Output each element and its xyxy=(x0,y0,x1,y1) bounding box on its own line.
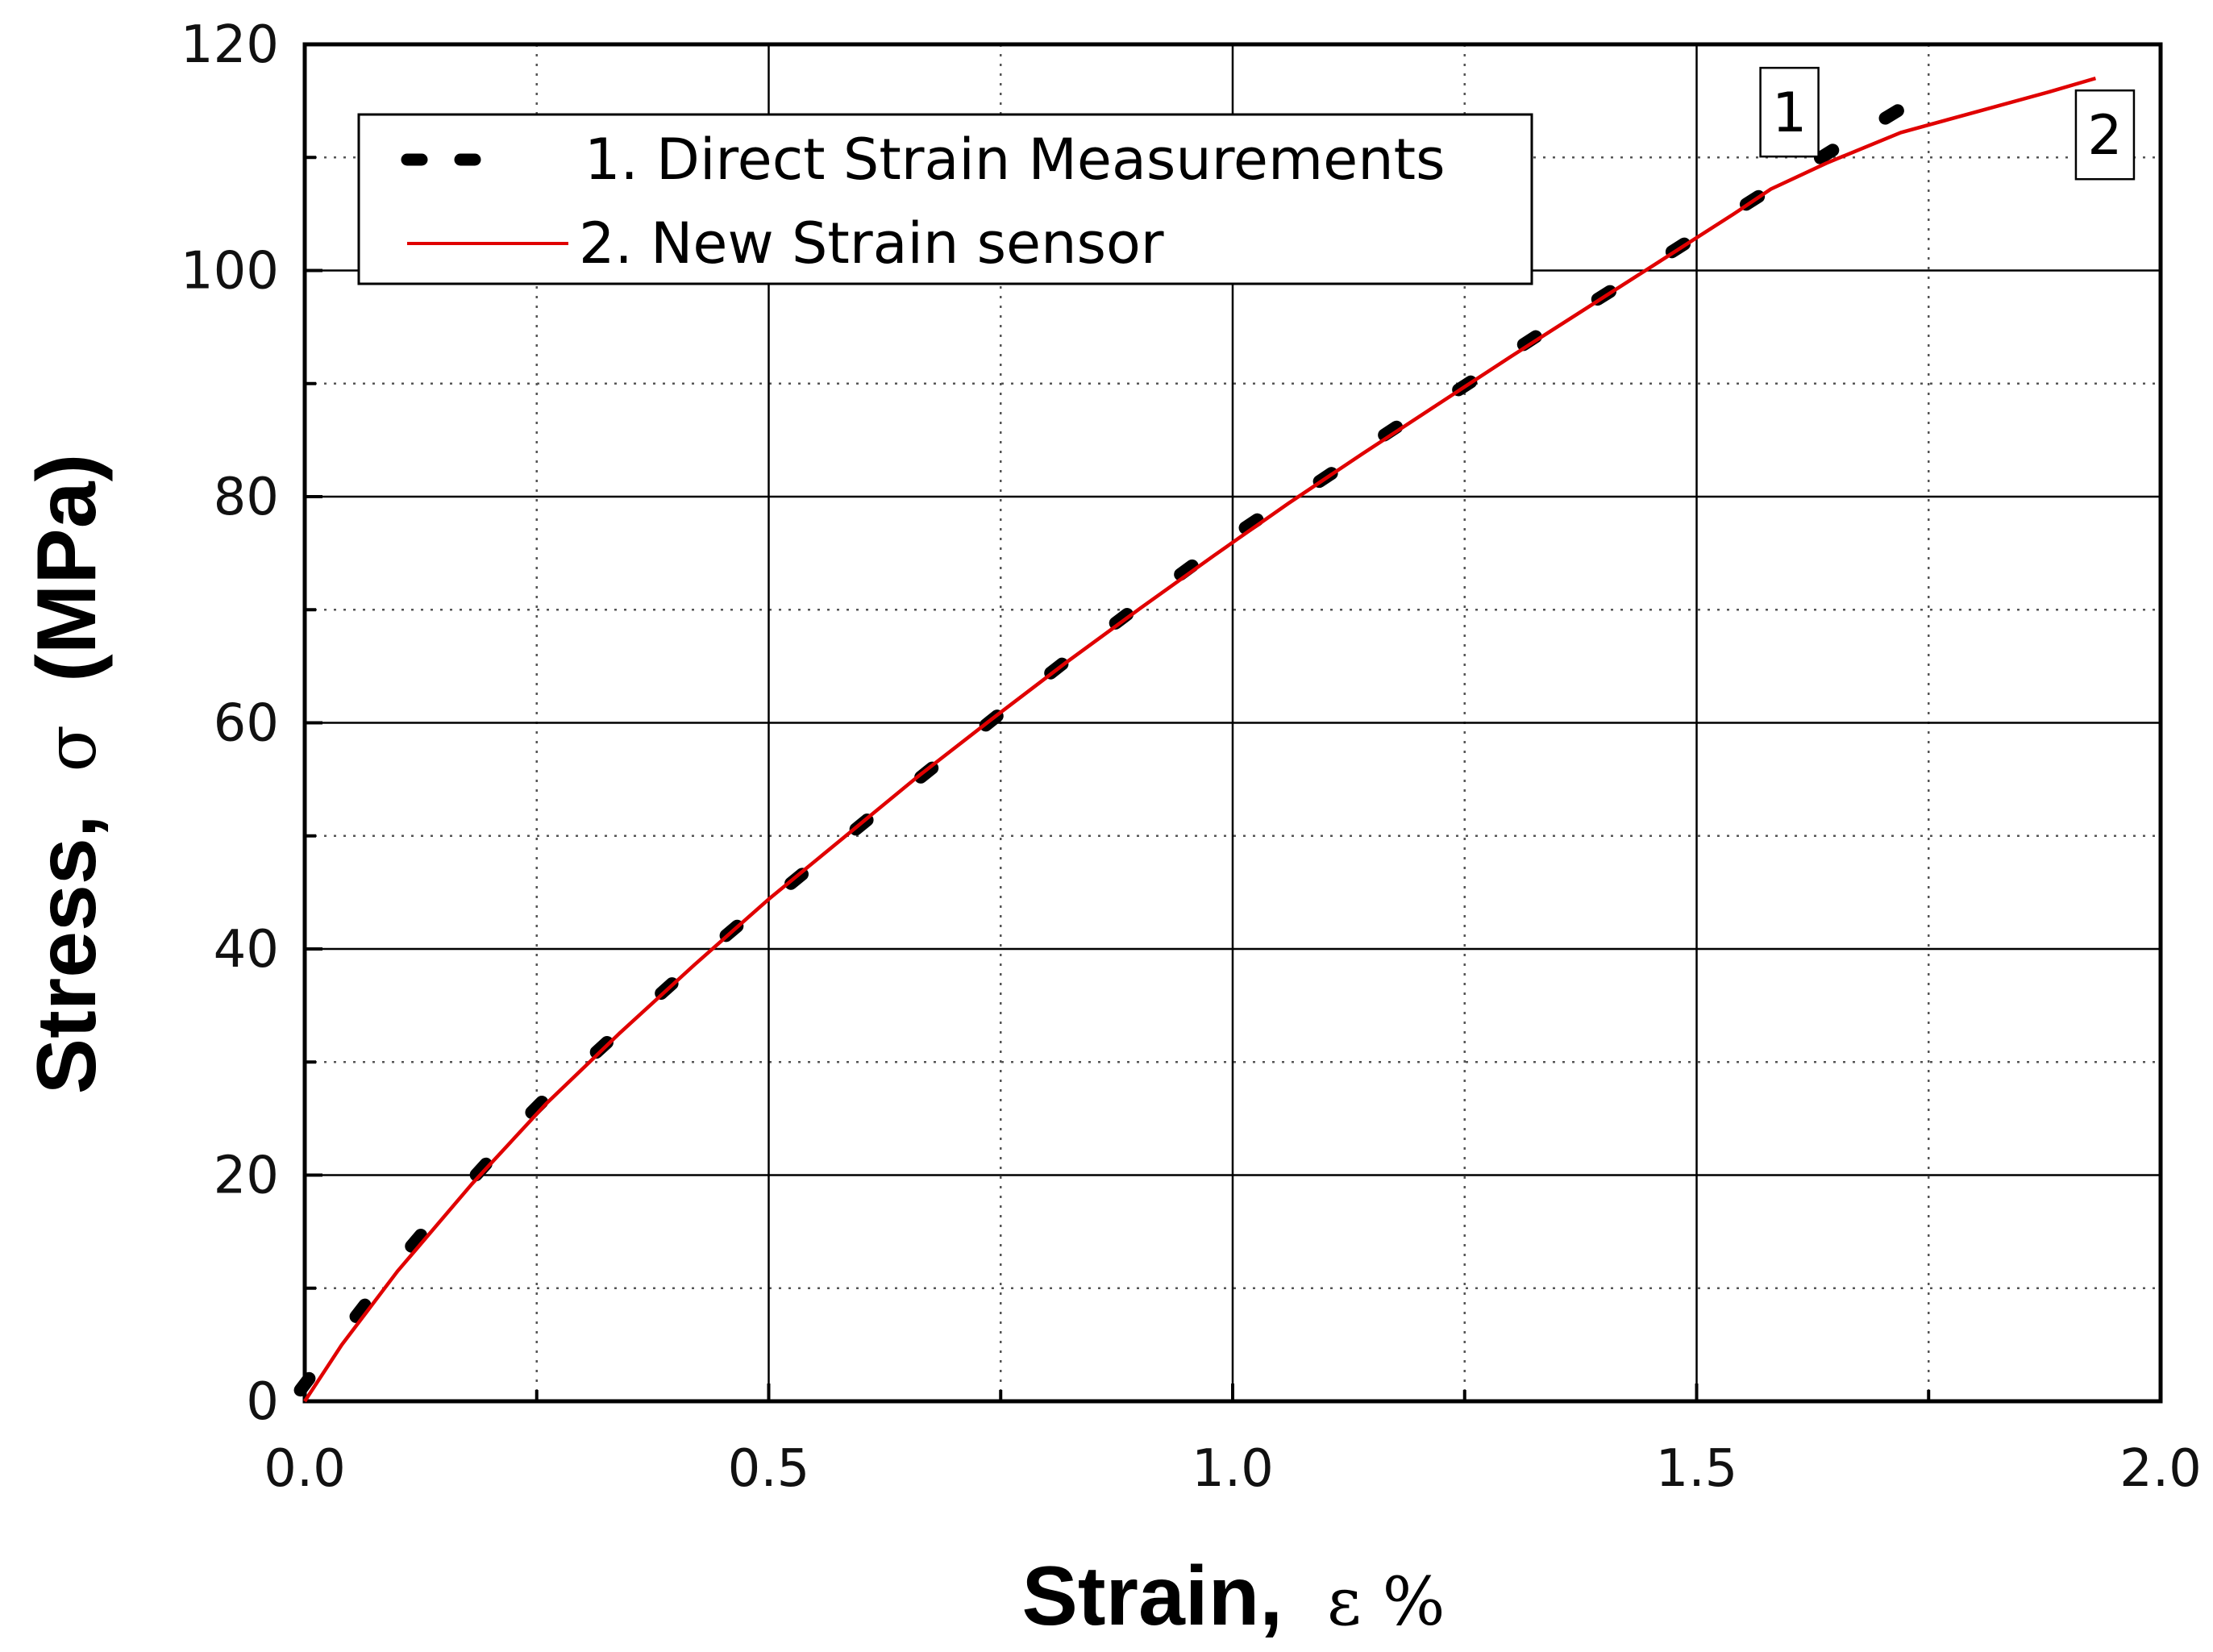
data-point-direct-strain xyxy=(1238,513,1264,535)
data-point-direct-strain xyxy=(914,761,939,784)
series-new-strain-sensor-line xyxy=(303,76,2097,1403)
annotation-box xyxy=(1759,66,1820,158)
x-tick-label: 2.0 xyxy=(2119,1439,2202,1499)
data-point-direct-strain xyxy=(525,1095,549,1119)
x-tick-label: 1.0 xyxy=(1192,1439,1274,1499)
data-point-direct-strain xyxy=(1378,420,1404,442)
x-axis-title-symbol: ε % xyxy=(1327,1564,1445,1641)
y-tick-label: 40 xyxy=(214,920,279,980)
x-axis-title: Strain, ε % xyxy=(1021,1550,1445,1643)
y-tick-label: 20 xyxy=(214,1146,279,1206)
data-point-direct-strain xyxy=(405,1228,427,1253)
y-axis-tick-labels: 0 20 40 60 80 100 120 xyxy=(181,15,279,1432)
data-point-direct-strain xyxy=(1813,144,1840,164)
y-axis-title: Stress, σ (MPa) xyxy=(20,454,114,1095)
y-axis-title-main: Stress, xyxy=(20,814,114,1094)
data-point-direct-strain xyxy=(1516,330,1542,352)
y-axis-title-symbol: σ xyxy=(31,725,112,772)
y-tick-label: 120 xyxy=(181,15,279,75)
x-axis-tick-labels: 0.0 0.5 1.0 1.5 2.0 xyxy=(264,1439,2202,1499)
x-axis-title-main: Strain, xyxy=(1021,1550,1283,1643)
legend-box xyxy=(357,113,1533,285)
y-tick-label: 0 xyxy=(246,1372,279,1432)
x-tick-label: 1.5 xyxy=(1656,1439,1738,1499)
legend-label-series-2: 2. New Strain sensor xyxy=(579,210,1164,277)
data-point-direct-strain xyxy=(1878,104,1904,125)
data-series xyxy=(293,76,2097,1403)
data-point-direct-strain xyxy=(589,1035,614,1059)
legend-label-series-1: 1. Direct Strain Measurements xyxy=(584,127,1446,193)
x-tick-label: 0.0 xyxy=(264,1439,346,1499)
legend: 1. Direct Strain Measurements 2. New Str… xyxy=(357,113,1533,285)
y-tick-label: 60 xyxy=(214,694,279,754)
data-point-direct-strain xyxy=(293,1371,316,1397)
data-point-direct-strain xyxy=(469,1157,493,1182)
annotation-label-1: 1 xyxy=(1759,66,1820,158)
annotation-label-2: 2 xyxy=(2074,89,2136,181)
annotation-box xyxy=(2074,89,2136,181)
y-tick-label: 80 xyxy=(214,468,279,527)
data-point-direct-strain xyxy=(1109,608,1134,630)
data-point-direct-strain xyxy=(784,868,809,890)
y-tick-label: 100 xyxy=(181,242,279,302)
x-tick-label: 0.5 xyxy=(728,1439,810,1499)
y-axis-title-unit: (MPa) xyxy=(20,454,114,682)
data-point-direct-strain xyxy=(349,1298,372,1323)
data-point-direct-strain xyxy=(1174,559,1199,581)
annotation-text: 1 xyxy=(1772,81,1807,145)
annotation-text: 2 xyxy=(2087,104,2122,168)
